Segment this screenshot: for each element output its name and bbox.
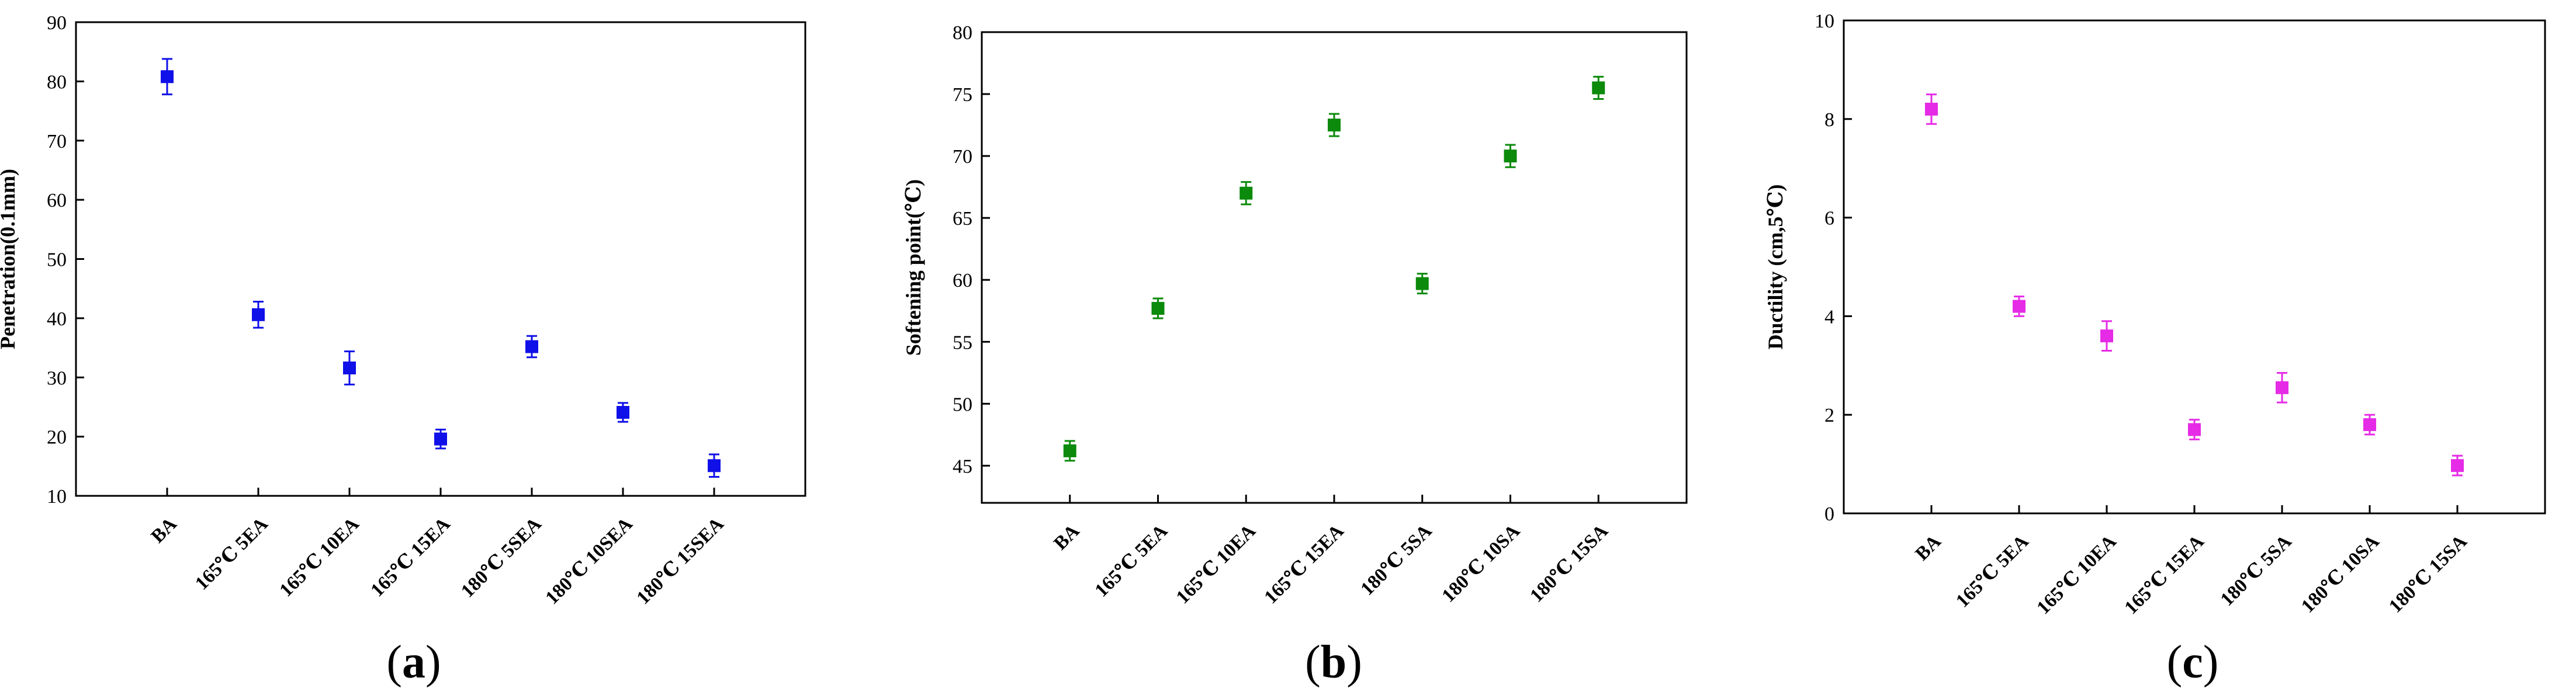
marker <box>2451 459 2464 472</box>
data-point <box>252 300 265 329</box>
marker <box>1504 150 1517 163</box>
y-tick-label: 45 <box>953 456 972 477</box>
data-point <box>343 350 356 385</box>
marker <box>1925 102 1938 116</box>
x-tick-label: BA <box>1912 531 1945 565</box>
x-tick-label: BA <box>147 513 181 547</box>
data-point <box>2013 296 2026 317</box>
y-axis-label: Penetration(0.1mm) <box>0 169 19 349</box>
x-tick-label: 180℃ 10SA <box>1438 520 1525 607</box>
x-tick-label: 165℃ 15EA <box>1261 520 1348 608</box>
marker <box>617 406 629 419</box>
panel-label: (b) <box>1305 637 1362 688</box>
data-point <box>1063 440 1076 462</box>
x-tick-label: 180℃ 15SEA <box>633 513 728 609</box>
x-tick-label: 165℃ 5EA <box>1091 520 1172 601</box>
marker <box>1151 301 1165 315</box>
y-tick-label: 2 <box>1824 405 1834 426</box>
x-tick-label: 180℃ 5SA <box>2217 531 2296 610</box>
data-point <box>2100 320 2113 352</box>
y-tick-label: 10 <box>1815 11 1834 32</box>
data-point <box>1151 297 1165 319</box>
marker <box>434 432 447 446</box>
data-point <box>1415 273 1429 295</box>
marker <box>525 340 538 353</box>
plot-frame <box>75 21 806 497</box>
x-tick-label: 180℃ 5SEA <box>457 513 545 602</box>
marker <box>1415 277 1429 290</box>
data-point <box>1239 181 1253 206</box>
y-tick-label: 20 <box>47 427 67 449</box>
panel-label: (a) <box>386 637 441 688</box>
data-point <box>161 58 174 96</box>
y-tick-label: 0 <box>1824 503 1834 525</box>
x-tick-label: 180℃ 10SEA <box>542 513 637 609</box>
y-tick-label: 55 <box>953 332 972 353</box>
x-tick-label: 165℃ 10EA <box>2033 531 2121 618</box>
marker <box>2100 329 2113 343</box>
x-tick-label: 165℃ 5EA <box>1952 531 2033 611</box>
marker <box>708 459 721 472</box>
y-tick-label: 60 <box>47 190 67 211</box>
data-point <box>1504 144 1517 168</box>
y-tick-label: 30 <box>47 367 67 389</box>
marker <box>2188 423 2201 436</box>
marker <box>161 70 174 84</box>
x-tick-label: 180℃ 15SA <box>2385 531 2471 617</box>
data-point <box>1925 93 1938 125</box>
data-point <box>2188 419 2201 440</box>
y-tick-label: 65 <box>953 208 972 230</box>
marker <box>2276 381 2288 394</box>
marker <box>2013 300 2026 313</box>
x-tick-label: 180℃ 10SA <box>2297 531 2384 617</box>
y-tick-label: 4 <box>1824 306 1834 328</box>
x-tick-label: 165℃ 5EA <box>191 513 272 594</box>
data-point <box>2276 371 2288 404</box>
data-point <box>434 428 447 450</box>
y-tick-label: 70 <box>47 131 67 152</box>
data-point <box>2363 413 2376 436</box>
y-tick-label: 50 <box>47 249 67 271</box>
marker <box>2363 418 2376 432</box>
marker <box>252 308 265 321</box>
y-tick-label: 70 <box>953 146 972 168</box>
panel-a: 10 20 30 40 50 60 70 80 90 Penetration(0.1mm) BA 16… <box>0 12 806 688</box>
marker <box>1328 119 1341 132</box>
data-point <box>2451 454 2464 477</box>
marker <box>1063 444 1076 457</box>
y-tick-label: 50 <box>953 394 972 415</box>
x-tick-label: 180℃ 15SA <box>1526 520 1612 607</box>
data-point <box>525 335 538 359</box>
y-tick-label: 40 <box>47 308 67 330</box>
x-tick-label: 180℃ 5SA <box>1357 520 1436 600</box>
plot-frame <box>981 31 1688 504</box>
y-tick-label: 6 <box>1824 208 1834 230</box>
x-tick-label: 165℃ 10EA <box>276 513 363 601</box>
marker <box>1239 186 1253 200</box>
x-tick-label: 165℃ 15EA <box>2121 531 2208 618</box>
y-tick-label: 10 <box>47 486 67 508</box>
x-tick-label: 165℃ 10EA <box>1172 520 1260 608</box>
marker <box>343 362 356 375</box>
y-axis-label: Ductility (cm,5℃) <box>1764 184 1787 349</box>
x-tick-label: 165℃ 15EA <box>367 513 455 601</box>
data-point <box>1592 75 1605 100</box>
panel-label: (c) <box>2167 637 2219 688</box>
y-tick-label: 75 <box>953 84 972 106</box>
data-point <box>708 453 721 478</box>
y-axis-label: Softening point(℃) <box>902 179 925 356</box>
x-tick-label: BA <box>1050 520 1084 554</box>
data-point <box>1328 113 1341 137</box>
y-tick-label: 80 <box>47 71 67 93</box>
y-tick-label: 8 <box>1824 109 1834 131</box>
marker <box>1592 81 1605 95</box>
data-point <box>617 402 629 423</box>
y-tick-label: 60 <box>953 270 972 291</box>
y-tick-label: 90 <box>47 12 67 34</box>
y-tick-label: 80 <box>953 22 972 44</box>
